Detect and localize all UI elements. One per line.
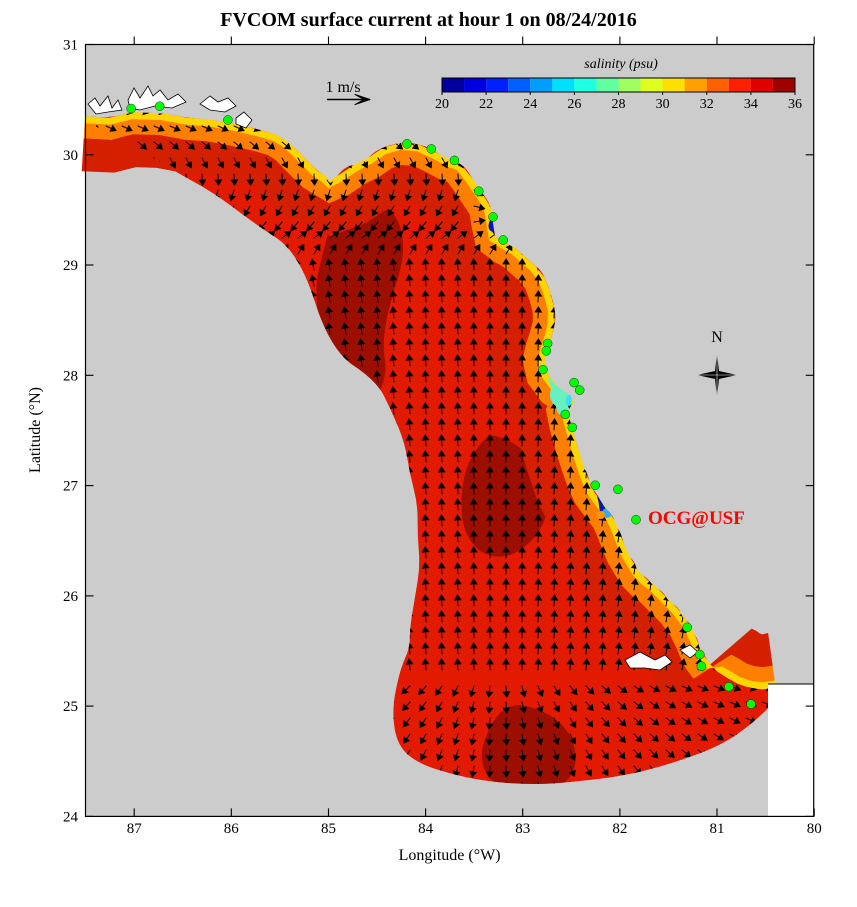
svg-text:26: 26: [567, 97, 581, 112]
svg-text:Longitude (°W): Longitude (°W): [399, 847, 501, 864]
svg-text:24: 24: [63, 809, 79, 825]
svg-text:32: 32: [700, 97, 714, 112]
svg-text:Latitude (°N): Latitude (°N): [27, 387, 44, 473]
svg-text:FVCOM surface current at hour: FVCOM surface current at hour 1 on 08/24…: [220, 9, 636, 31]
svg-text:27: 27: [63, 479, 79, 495]
svg-text:OCG@USF: OCG@USF: [648, 508, 745, 529]
svg-text:N: N: [711, 329, 723, 346]
svg-text:82: 82: [612, 821, 627, 837]
svg-text:24: 24: [523, 97, 537, 112]
svg-text:30: 30: [63, 148, 78, 164]
svg-text:87: 87: [127, 821, 143, 837]
svg-text:25: 25: [63, 699, 78, 715]
svg-text:1 m/s: 1 m/s: [325, 79, 360, 96]
svg-text:22: 22: [479, 97, 493, 112]
svg-text:84: 84: [418, 821, 434, 837]
svg-text:85: 85: [321, 821, 336, 837]
svg-text:31: 31: [63, 38, 78, 54]
svg-text:20: 20: [435, 97, 449, 112]
svg-text:30: 30: [656, 97, 670, 112]
svg-text:salinity (psu): salinity (psu): [584, 57, 658, 72]
svg-text:28: 28: [63, 368, 78, 384]
svg-text:28: 28: [612, 97, 626, 112]
svg-text:29: 29: [63, 258, 78, 274]
svg-text:81: 81: [710, 821, 725, 837]
svg-text:34: 34: [744, 97, 758, 112]
svg-text:36: 36: [788, 97, 802, 112]
svg-text:26: 26: [63, 589, 79, 605]
svg-text:86: 86: [224, 821, 240, 837]
svg-text:83: 83: [515, 821, 530, 837]
svg-text:80: 80: [807, 821, 822, 837]
